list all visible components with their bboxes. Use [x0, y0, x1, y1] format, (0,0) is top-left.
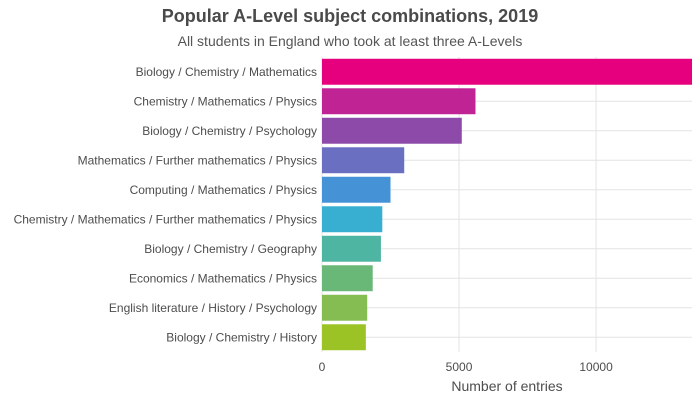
- bar: [322, 117, 462, 144]
- chart-title: Popular A-Level subject combinations, 20…: [161, 6, 539, 26]
- category-label: Biology / Chemistry / History: [166, 330, 317, 344]
- bar: [322, 324, 366, 351]
- bar: [322, 294, 368, 321]
- category-label: Biology / Chemistry / Geography: [144, 242, 317, 256]
- bar: [322, 265, 373, 292]
- category-label: Mathematics / Further mathematics / Phys…: [78, 153, 317, 167]
- bar: [322, 235, 381, 262]
- x-tick-label: 5000: [446, 360, 473, 374]
- category-label: English literature / History / Psycholog…: [109, 301, 317, 315]
- bar: [322, 58, 692, 85]
- category-label: Economics / Mathematics / Physics: [129, 271, 317, 285]
- category-label: Biology / Chemistry / Mathematics: [136, 65, 317, 79]
- bar: [322, 88, 476, 115]
- x-tick-label: 10000: [579, 360, 613, 374]
- bar: [322, 176, 391, 203]
- x-axis-title: Number of entries: [451, 378, 562, 394]
- category-label: Computing / Mathematics / Physics: [130, 183, 317, 197]
- category-label: Chemistry / Mathematics / Further mathem…: [14, 212, 317, 226]
- x-tick-label: 0: [319, 360, 326, 374]
- bar: [322, 206, 383, 233]
- category-label: Chemistry / Mathematics / Physics: [134, 94, 317, 108]
- bar: [322, 147, 405, 174]
- category-label: Biology / Chemistry / Psychology: [142, 124, 317, 138]
- chart-subtitle: All students in England who took at leas…: [177, 33, 523, 49]
